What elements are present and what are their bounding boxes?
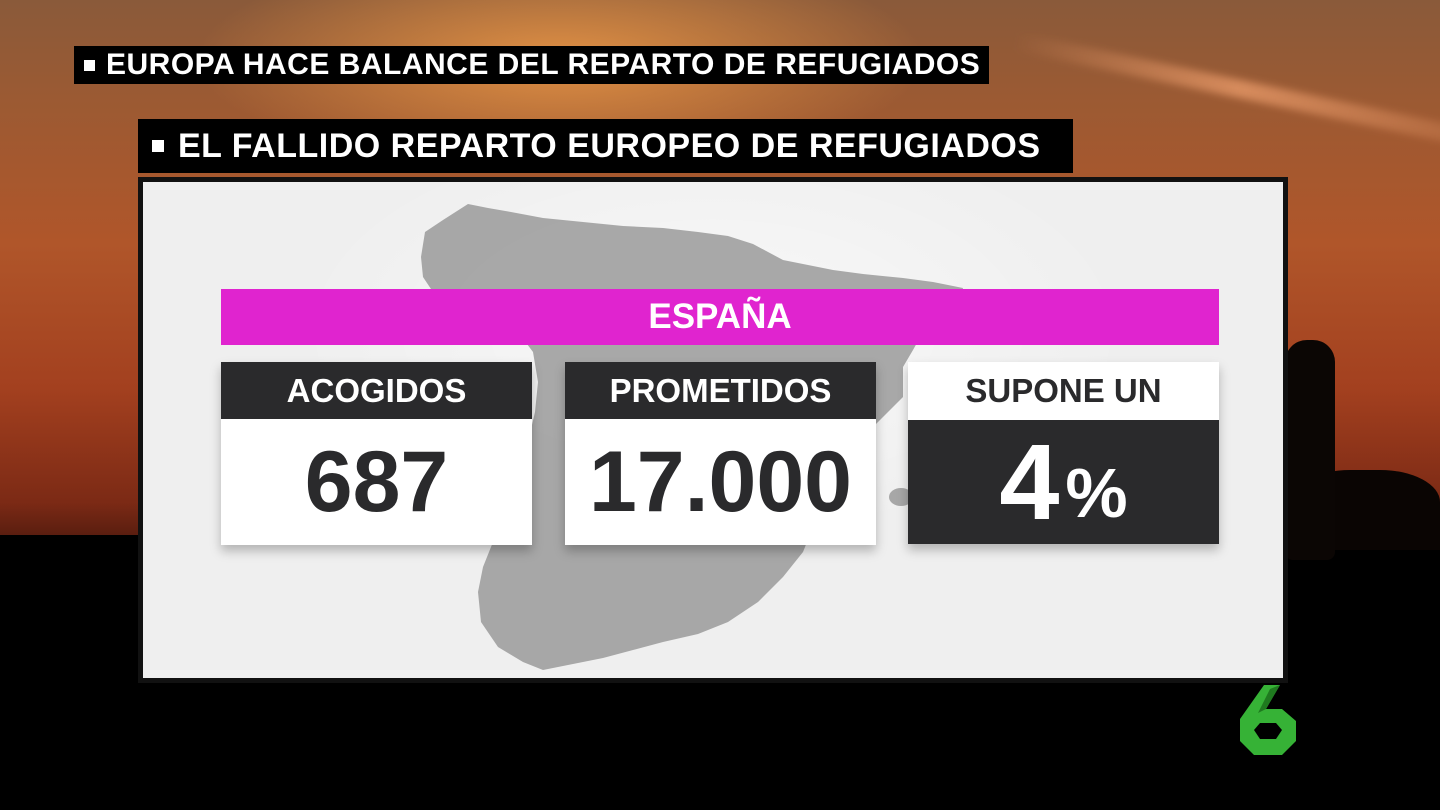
channel-logo-icon [1240, 685, 1296, 755]
acogidos-value: 687 [221, 419, 532, 545]
headline-ticker: EUROPA HACE BALANCE DEL REPARTO DE REFUG… [74, 46, 989, 84]
prometidos-value: 17.000 [565, 419, 876, 545]
supone-label: SUPONE UN [908, 362, 1219, 420]
supone-card: SUPONE UN 4 % [908, 362, 1219, 544]
subheadline-text: EL FALLIDO REPARTO EUROPEO DE REFUGIADOS [178, 126, 1041, 165]
person-silhouette [1285, 340, 1335, 560]
headline-text: EUROPA HACE BALANCE DEL REPARTO DE REFUG… [106, 48, 981, 81]
percent-number: 4 [999, 421, 1060, 542]
acogidos-label: ACOGIDOS [221, 362, 532, 419]
bullet-square-icon [84, 59, 95, 71]
percent-sign: % [1065, 454, 1128, 532]
acogidos-card: ACOGIDOS 687 [221, 362, 532, 545]
prometidos-card: PROMETIDOS 17.000 [565, 362, 876, 545]
prometidos-label: PROMETIDOS [565, 362, 876, 419]
country-title-bar: ESPAÑA [221, 289, 1219, 345]
subheadline-ticker: EL FALLIDO REPARTO EUROPEO DE REFUGIADOS [138, 119, 1073, 173]
bullet-square-icon [152, 140, 164, 152]
supone-value: 4 % [908, 420, 1219, 544]
